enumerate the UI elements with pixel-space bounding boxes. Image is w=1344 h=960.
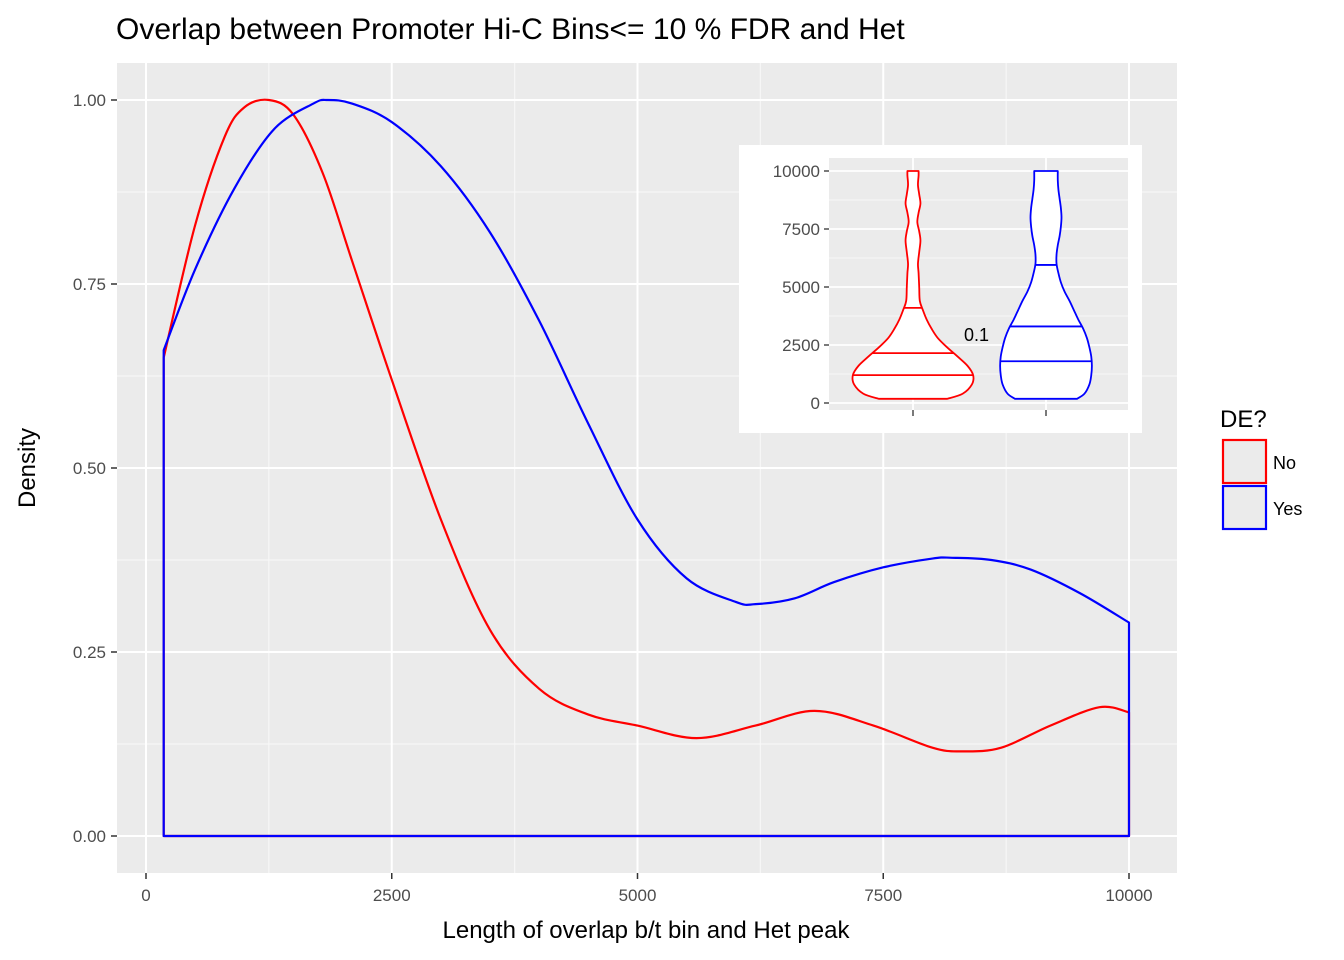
chart-title: Overlap between Promoter Hi-C Bins<= 10 … bbox=[116, 13, 905, 46]
y-axis: 0.00 0.25 0.50 0.75 1.00 bbox=[73, 91, 117, 846]
legend-label-no: No bbox=[1273, 453, 1296, 473]
x-tick-label: 7500 bbox=[864, 886, 902, 905]
inset-y-tick-label: 2500 bbox=[782, 336, 820, 355]
x-axis: 0 2500 5000 7500 10000 bbox=[141, 873, 1153, 905]
x-tick-label: 10000 bbox=[1105, 886, 1152, 905]
x-axis-title: Length of overlap b/t bin and Het peak bbox=[443, 917, 851, 944]
density-line-no bbox=[162, 98, 1131, 838]
legend-key-yes bbox=[1221, 484, 1268, 531]
violin-no bbox=[851, 170, 975, 400]
inset-annotation: 0.1 bbox=[964, 325, 989, 345]
x-tick-label: 2500 bbox=[373, 886, 411, 905]
inset-y-tick-label: 10000 bbox=[773, 162, 820, 181]
legend-title: DE? bbox=[1220, 406, 1267, 433]
inset-y-tick-label: 7500 bbox=[782, 220, 820, 239]
inset-violins bbox=[851, 170, 1093, 400]
legend: DE? No Yes bbox=[1220, 406, 1302, 531]
inset-y-tick-label: 5000 bbox=[782, 278, 820, 297]
inset-violin-chart: 0 2500 5000 7500 10000 0.1 bbox=[739, 145, 1142, 433]
inset-y-axis: 0 2500 5000 7500 10000 bbox=[773, 162, 1047, 416]
density-lines bbox=[162, 98, 1131, 838]
y-tick-label: 0.00 bbox=[73, 827, 106, 846]
legend-label-yes: Yes bbox=[1273, 499, 1302, 519]
legend-item-no: No bbox=[1221, 438, 1296, 485]
y-tick-label: 0.25 bbox=[73, 643, 106, 662]
y-tick-label: 1.00 bbox=[73, 91, 106, 110]
x-tick-label: 0 bbox=[141, 886, 150, 905]
x-tick-label: 5000 bbox=[619, 886, 657, 905]
density-line-yes bbox=[162, 98, 1131, 838]
legend-key-no bbox=[1221, 438, 1268, 485]
y-axis-title: Density bbox=[14, 428, 41, 508]
y-tick-label: 0.75 bbox=[73, 275, 106, 294]
legend-item-yes: Yes bbox=[1221, 484, 1302, 531]
inset-y-tick-label: 0 bbox=[811, 394, 820, 413]
y-tick-label: 0.50 bbox=[73, 459, 106, 478]
